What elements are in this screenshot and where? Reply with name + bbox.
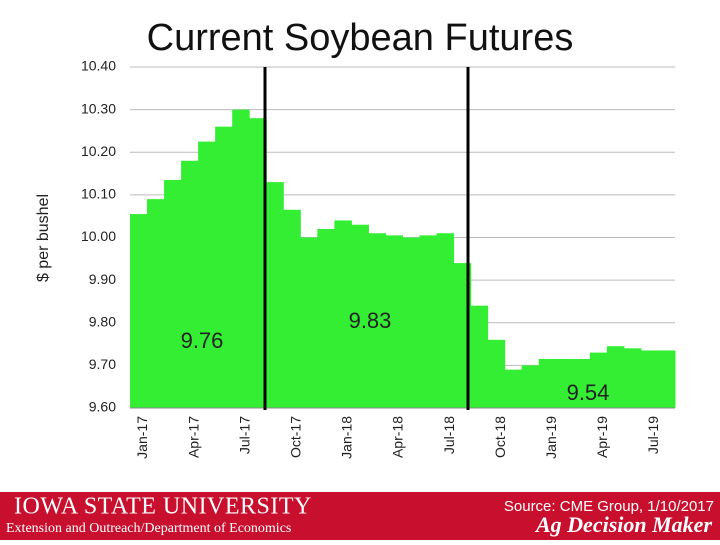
plot-area: 9.60 9.70 9.80 9.90 10.00 10.10 10.20 10.30 10.4… <box>81 58 676 459</box>
bar <box>572 358 591 408</box>
x-tick-label: Oct-17 <box>288 416 304 458</box>
bar <box>130 214 148 408</box>
y-tick-label: 10.40 <box>81 58 116 74</box>
x-tick-label: Jan-19 <box>543 416 559 459</box>
bar <box>164 179 182 408</box>
bar <box>266 182 284 408</box>
x-tick-label: Apr-17 <box>185 416 201 458</box>
y-tick-label: 9.90 <box>89 271 116 287</box>
bar <box>351 224 369 408</box>
y-tick-label: 9.80 <box>89 313 116 329</box>
y-tick-label: 9.70 <box>89 356 116 372</box>
chart-title: Current Soybean Futures <box>147 17 574 59</box>
bar <box>249 118 267 409</box>
x-tick-label: Jul-17 <box>236 416 252 454</box>
bar <box>198 141 216 408</box>
department: Extension and Outreach/Department of Eco… <box>6 521 291 536</box>
bar <box>487 339 506 408</box>
y-tick-label: 10.00 <box>81 228 116 244</box>
bar <box>232 109 250 408</box>
bar <box>385 235 403 408</box>
university-name: Iowa State University <box>14 494 312 520</box>
x-tick-label: Jan-18 <box>339 416 355 459</box>
bar <box>300 237 318 408</box>
y-tick-label: 10.20 <box>81 143 116 159</box>
y-tick-label: 10.10 <box>81 186 116 202</box>
bar <box>147 199 165 408</box>
y-tick-label: 9.60 <box>89 399 116 415</box>
bar <box>521 365 540 408</box>
x-tick-label: Oct-18 <box>492 416 508 458</box>
bar <box>470 305 489 408</box>
y-axis-label: $ per bushel <box>35 194 52 282</box>
bar <box>538 358 557 408</box>
x-tick-label: Apr-19 <box>594 416 610 458</box>
brand: Ag Decision Maker <box>534 512 712 537</box>
bar <box>334 220 352 408</box>
bar <box>283 209 301 408</box>
bar <box>504 369 523 408</box>
bar <box>640 350 659 408</box>
x-tick-label: Jul-19 <box>645 416 661 454</box>
footer-bar <box>0 492 720 540</box>
bar <box>215 126 233 409</box>
bar <box>436 233 455 408</box>
x-tick-label: Jan-17 <box>134 416 150 459</box>
annotation: 9.54 <box>567 380 610 405</box>
x-tick-label: Apr-18 <box>390 416 406 458</box>
bar <box>181 160 199 408</box>
bar <box>606 346 625 408</box>
y-tick-label: 10.30 <box>81 100 116 116</box>
bar <box>623 348 642 408</box>
x-tick-label: Jul-18 <box>441 416 457 454</box>
source: Source: CME Group, 1/10/2017 <box>504 498 714 515</box>
bar <box>589 352 608 408</box>
bar <box>555 358 574 408</box>
bar <box>657 350 676 408</box>
annotation: 9.83 <box>349 308 392 333</box>
bar <box>402 237 421 408</box>
bar <box>317 228 335 408</box>
bar <box>419 235 438 408</box>
bar <box>368 233 386 408</box>
annotation: 9.76 <box>181 328 224 353</box>
